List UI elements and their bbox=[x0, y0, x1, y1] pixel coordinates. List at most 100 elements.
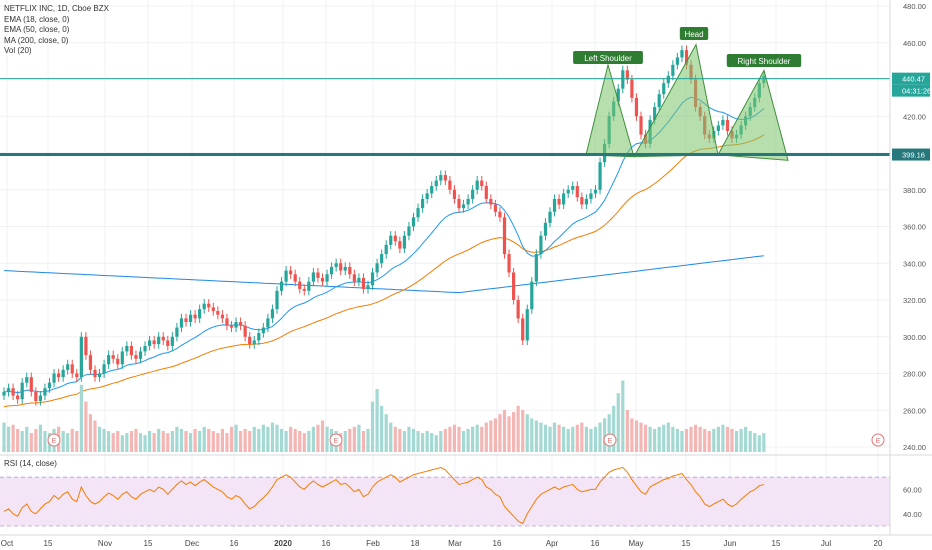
price-tick: 260.00 bbox=[903, 406, 926, 415]
volume-bar bbox=[543, 424, 548, 452]
volume-bar bbox=[512, 412, 516, 452]
rsi-legend[interactable]: RSI (14, close) bbox=[4, 459, 57, 468]
rsi-line bbox=[3, 466, 765, 525]
volume-bar bbox=[248, 431, 252, 452]
candle-body bbox=[84, 336, 88, 356]
annotation-label-box bbox=[573, 51, 643, 64]
volume-bar bbox=[616, 393, 620, 452]
volume-bar bbox=[461, 431, 466, 452]
volume-bar bbox=[557, 424, 561, 452]
volume-bar bbox=[584, 426, 588, 452]
price-tick: 360.00 bbox=[903, 223, 926, 232]
volume-bar bbox=[675, 428, 679, 452]
volume-bar bbox=[270, 422, 275, 452]
candle-body bbox=[207, 303, 211, 308]
candle-body bbox=[461, 204, 466, 209]
volume-bar bbox=[552, 422, 557, 452]
candle-body bbox=[389, 235, 393, 245]
volume-bars bbox=[2, 380, 766, 452]
candle-body bbox=[220, 314, 224, 319]
candle-body bbox=[79, 336, 83, 378]
volume-bar bbox=[75, 431, 79, 452]
candle-body bbox=[125, 345, 129, 352]
volume-bar bbox=[302, 433, 306, 452]
volume-bar bbox=[739, 428, 743, 452]
candle-body bbox=[516, 300, 520, 319]
volume-bar bbox=[480, 426, 484, 452]
volume-bar bbox=[143, 435, 147, 452]
candle-body bbox=[489, 198, 493, 205]
candle-body bbox=[102, 364, 106, 374]
legend-ma200[interactable]: MA (200, close, 0) bbox=[4, 35, 69, 45]
candle-body bbox=[47, 382, 52, 389]
volume-bar bbox=[402, 431, 406, 452]
volume-bar bbox=[102, 428, 106, 452]
candle-body bbox=[275, 290, 279, 310]
volume-bar bbox=[421, 433, 425, 452]
candle-body bbox=[307, 281, 311, 291]
volume-bar bbox=[111, 433, 115, 452]
volume-bar bbox=[93, 420, 97, 452]
volume-bar bbox=[20, 431, 24, 452]
volume-bar bbox=[279, 428, 284, 452]
time-tick: May bbox=[628, 539, 643, 548]
volume-bar bbox=[489, 420, 493, 452]
candle-body bbox=[593, 189, 598, 194]
volume-bar bbox=[70, 428, 74, 452]
candle-body bbox=[2, 391, 6, 396]
candle-body bbox=[398, 241, 402, 249]
candle-body bbox=[266, 318, 270, 328]
candle-body bbox=[43, 388, 47, 396]
price-tick: 240.00 bbox=[903, 443, 926, 452]
volume-bar bbox=[580, 422, 584, 452]
time-tick: Feb bbox=[366, 539, 380, 548]
volume-bar bbox=[762, 433, 766, 452]
candle-body bbox=[416, 208, 420, 218]
volume-bar bbox=[721, 424, 725, 452]
volume-bar bbox=[175, 426, 179, 452]
volume-bar bbox=[439, 431, 443, 452]
price-tick: 340.00 bbox=[903, 259, 926, 268]
legend-ema18[interactable]: EMA (18, close, 0) bbox=[4, 14, 70, 24]
time-tick: Mar bbox=[448, 539, 462, 548]
candle-body bbox=[653, 107, 657, 120]
rsi-band bbox=[0, 477, 890, 526]
volume-bar bbox=[566, 428, 570, 452]
volume-bar bbox=[689, 426, 693, 452]
volume-bar bbox=[29, 433, 33, 452]
legend-vol[interactable]: Vol (20) bbox=[4, 46, 32, 55]
volume-bar bbox=[79, 384, 83, 452]
candle-body bbox=[589, 193, 593, 199]
candle-body bbox=[148, 340, 152, 346]
volume-bar bbox=[380, 405, 384, 452]
candle-body bbox=[239, 322, 243, 326]
candle-body bbox=[584, 198, 588, 205]
volume-bar bbox=[84, 401, 88, 452]
volume-bar bbox=[198, 431, 202, 452]
time-tick: 2020 bbox=[274, 539, 292, 548]
volume-bar bbox=[243, 428, 247, 452]
candle-body bbox=[634, 97, 639, 117]
candle-body bbox=[166, 340, 170, 346]
candle-body bbox=[88, 355, 93, 370]
legend-ema50[interactable]: EMA (50, close, 0) bbox=[4, 25, 70, 34]
candle-body bbox=[657, 94, 661, 108]
candle-body bbox=[293, 274, 297, 282]
volume-bar bbox=[694, 424, 698, 452]
candle-body bbox=[120, 351, 124, 365]
candle-body bbox=[188, 314, 193, 323]
candle-body bbox=[229, 325, 234, 328]
volume-bar bbox=[612, 405, 616, 452]
candle-body bbox=[466, 198, 470, 205]
time-tick: Apr bbox=[546, 539, 559, 548]
time-tick: 15 bbox=[144, 539, 153, 548]
candle-body bbox=[484, 186, 488, 199]
volume-bar bbox=[275, 424, 279, 452]
candle-body bbox=[566, 189, 570, 194]
candle-body bbox=[330, 266, 334, 275]
candle-body bbox=[671, 64, 675, 76]
candle-body bbox=[434, 180, 438, 187]
candle-body bbox=[170, 336, 174, 346]
